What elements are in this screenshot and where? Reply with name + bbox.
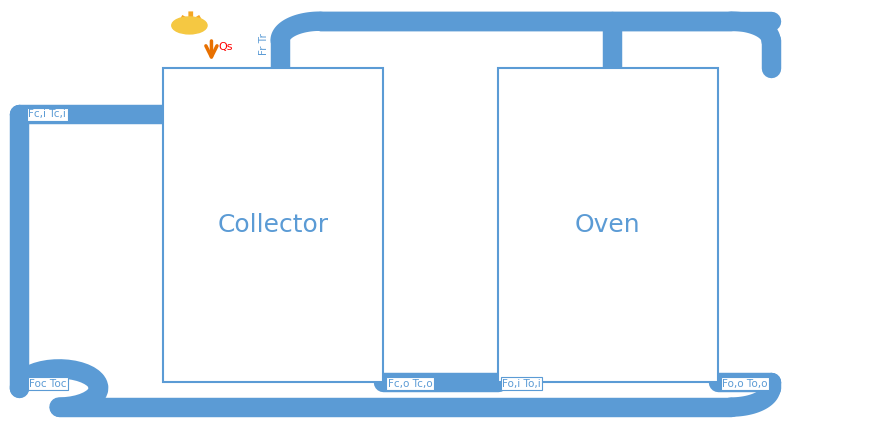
Text: Foc Toc: Foc Toc <box>29 379 67 389</box>
Text: ✱: ✱ <box>177 11 202 40</box>
Circle shape <box>172 17 207 34</box>
Polygon shape <box>163 68 383 382</box>
Text: Fr Tr: Fr Tr <box>259 33 270 56</box>
Polygon shape <box>498 68 718 382</box>
Text: Fc,i Tc,i: Fc,i Tc,i <box>28 109 66 120</box>
Text: Qs: Qs <box>218 42 233 52</box>
Text: Fo,i To,i: Fo,i To,i <box>502 379 541 389</box>
Text: Oven: Oven <box>575 213 640 237</box>
Text: Collector: Collector <box>218 213 329 237</box>
Text: Fc,o Tc,o: Fc,o Tc,o <box>388 379 433 389</box>
Text: Fo,o To,o: Fo,o To,o <box>722 379 768 389</box>
